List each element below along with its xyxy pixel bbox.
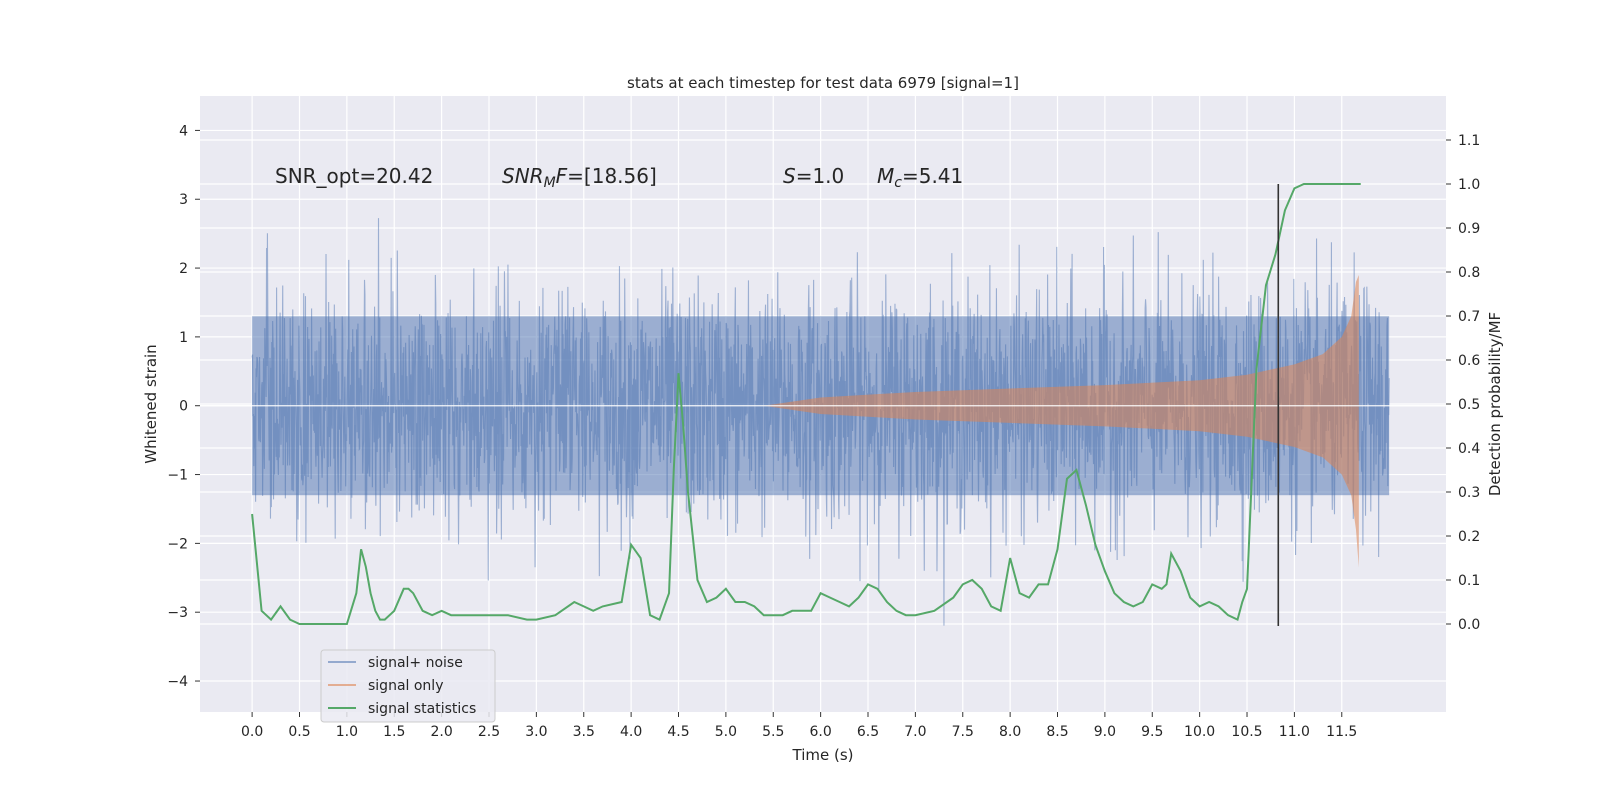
y-axis-title: Whitened strain	[142, 344, 160, 463]
x-tick-label: 6.5	[857, 724, 879, 740]
x-tick-label: 9.5	[1141, 724, 1163, 740]
x-axis-title: Time (s)	[792, 746, 854, 764]
annotation-mc: Mc=5.41	[877, 164, 963, 191]
y2-tick-label: 1.0	[1458, 177, 1480, 193]
x-tick-label: 11.0	[1279, 724, 1310, 740]
stats-line	[251, 183, 1361, 625]
y2-tick-label: 1.1	[1458, 133, 1480, 149]
x-tick-label: 8.0	[999, 724, 1021, 740]
y-tick-label: −1	[167, 468, 188, 484]
legend-box	[320, 649, 496, 723]
signal-only-series	[200, 274, 1446, 568]
y-tick-label: 0	[179, 399, 188, 415]
annotation-s: S=1.0	[783, 164, 844, 188]
y-tick-label: −3	[167, 605, 188, 621]
x-tick-label: 5.5	[762, 724, 784, 740]
legend-label-noise: signal+ noise	[368, 655, 463, 671]
snr-mf-italic: SNR	[502, 164, 544, 188]
x-tick-label: 2.0	[430, 724, 452, 740]
annotation-snr-mf: SNRMF=[18.56]	[502, 164, 657, 191]
y-tick-label: 2	[179, 261, 188, 277]
y2-axis-title: Detection probability/MF	[1486, 312, 1504, 496]
x-tick-label: 1.5	[383, 724, 405, 740]
s-value: =1.0	[796, 164, 845, 188]
x-tick-label: 8.5	[1046, 724, 1068, 740]
x-tick-label: 11.5	[1326, 724, 1357, 740]
snr-mf-subscript: M	[544, 175, 556, 191]
legend-label-signal: signal only	[368, 678, 443, 694]
legend-label-stats: signal statistics	[368, 701, 476, 717]
y2-tick-label: 0.7	[1458, 309, 1480, 325]
chart-title: stats at each timestep for test data 697…	[627, 74, 1019, 92]
y2-tick-label: 0.4	[1458, 441, 1480, 457]
mc-subscript: c	[894, 175, 902, 191]
y2-tick-label: 0.8	[1458, 265, 1480, 281]
y-tick-label: 1	[179, 330, 188, 346]
x-tick-label: 7.0	[904, 724, 926, 740]
mc-value: =5.41	[902, 164, 963, 188]
snr-mf-F: F	[556, 164, 568, 188]
snr-mf-value: =[18.56]	[567, 164, 657, 188]
y2-tick-label: 0.1	[1458, 573, 1480, 589]
y2-tick-label: 0.3	[1458, 485, 1480, 501]
x-tick-label: 4.0	[620, 724, 642, 740]
y-tick-label: −2	[167, 536, 188, 552]
s-italic: S	[783, 164, 796, 188]
x-tick-label: 6.0	[809, 724, 831, 740]
x-tick-label: 2.5	[478, 724, 500, 740]
signal-envelope	[763, 274, 1359, 568]
y2-tick-label: 0.5	[1458, 397, 1480, 413]
axis-ticks: 0.0 0.5 1.0 1.5 2.0 2.5 3.0 3.5 4.0 4.5 5.0 5.5 6.0 6…	[167, 123, 1480, 740]
x-tick-label: 1.0	[336, 724, 358, 740]
x-tick-label: 3.5	[573, 724, 595, 740]
y2-tick-label: 0.6	[1458, 353, 1480, 369]
y2-tick-label: 0.0	[1458, 617, 1480, 633]
y-tick-label: 4	[179, 123, 188, 139]
x-tick-label: 0.5	[288, 724, 310, 740]
signal-statistics-series	[251, 183, 1361, 625]
x-tick-label: 10.5	[1231, 724, 1262, 740]
annotations: SNR_opt=20.42 SNRMF=[18.56] S=1.0 Mc=5.4…	[275, 164, 963, 191]
y2-tick-label: 0.9	[1458, 221, 1480, 237]
x-tick-label: 3.0	[525, 724, 547, 740]
x-tick-label: 7.5	[952, 724, 974, 740]
y-tick-label: −4	[167, 674, 188, 690]
y2-tick-label: 0.2	[1458, 529, 1480, 545]
x-tick-label: 10.0	[1184, 724, 1215, 740]
legend: signal+ noise signal only signal statist…	[320, 649, 496, 723]
mc-italic: M	[877, 164, 894, 188]
y-tick-label: 3	[179, 192, 188, 208]
x-tick-label: 0.0	[241, 724, 263, 740]
x-tick-label: 5.0	[715, 724, 737, 740]
x-tick-label: 4.5	[667, 724, 689, 740]
annotation-snr-opt: SNR_opt=20.42	[275, 164, 433, 188]
x-tick-label: 9.0	[1094, 724, 1116, 740]
